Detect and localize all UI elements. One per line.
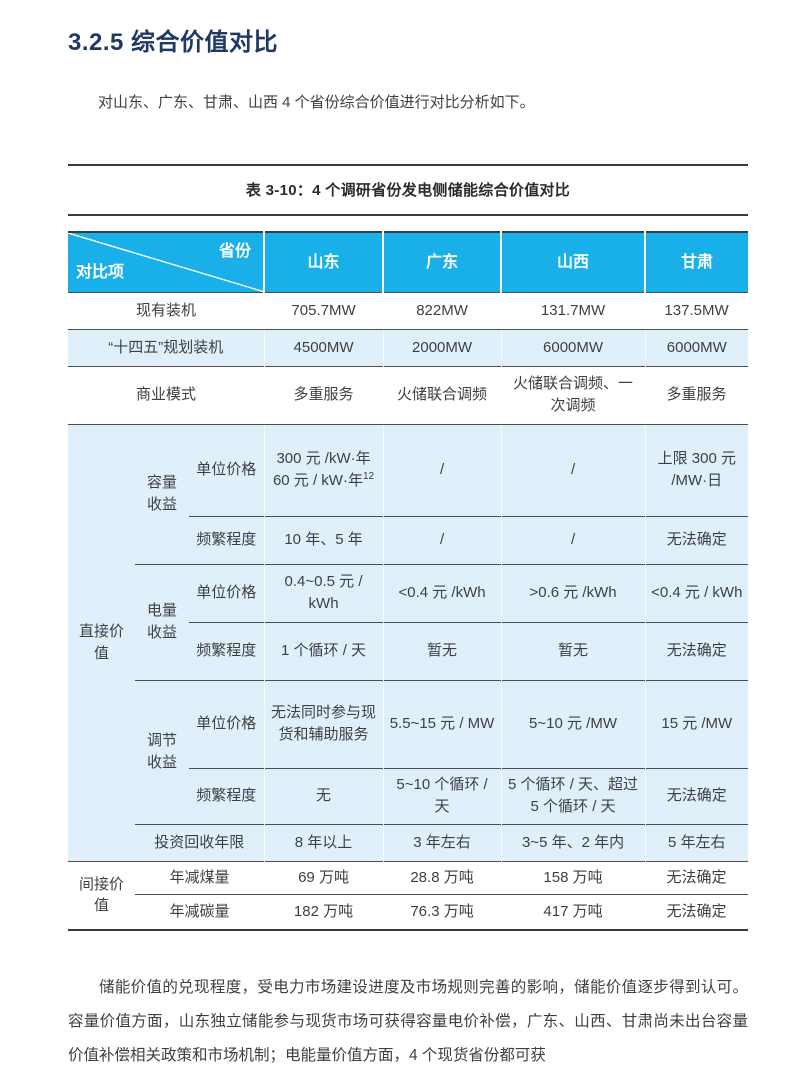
row-label-unit-price: 单位价格 [189,679,265,768]
diagonal-line [68,233,264,292]
cell-planned-shanxi: 6000MW [500,328,646,366]
cell-planned-guangdong: 2000MW [382,328,502,366]
cell-coal-guangdong: 28.8 万吨 [383,860,502,894]
corner-label-compare-item: 对比项 [76,264,125,282]
section-heading: 3.2.5 综合价值对比 [68,29,279,56]
cell-regulation-freq-guangdong: 5~10 个循环 / 天 [382,767,502,824]
table-caption: 表 3-10：4 个调研省份发电侧储能综合价值对比 [245,182,571,199]
cell-capacity-price-guangdong: / [382,423,502,516]
row-regulation-unit-price: 调节收益 单位价格 无法同时参与现货和辅助服务 5.5~15 元 / MW 5~… [68,679,749,824]
cell-regulation-freq-shanxi: 5 个循环 / 天、超过 5 个循环 / 天 [500,767,646,824]
group-label-direct-value: 直接价值 [68,423,135,861]
closing-paragraph: 储能价值的兑现程度，受电力市场建设进度及市场规则完善的影响，储能价值逐步得到认可… [68,979,748,1064]
cell-carbon-guangdong: 76.3 万吨 [383,893,502,930]
cell-carbon-shandong: 182 万吨 [264,893,384,930]
row-label-frequency: 频繁程度 [189,767,265,824]
row-energy-unit-price: 电量收益 单位价格 0.4~0.5 元 / kWh <0.4 元 /kWh >0… [68,563,749,680]
row-label-unit-price: 单位价格 [189,423,265,516]
cell-capacity-price-gansu: 上限 300 元 /MW·日 [644,423,749,516]
cell-planned-gansu: 6000MW [644,328,749,366]
row-capacity-unit-price: 直接价值 容量收益 单位价格 300 元 /kW·年 60 元 / kW·年12… [68,423,749,861]
cell-regulation-price-guangdong: 5.5~15 元 / MW [382,679,502,768]
capacity-price-line2: 60 元 / kW·年 [272,472,363,489]
table-caption-block: 表 3-10：4 个调研省份发电侧储能综合价值对比 [68,164,748,216]
cell-existing-shanxi: 131.7MW [501,291,646,329]
cell-regulation-freq-shandong: 无 [263,767,384,824]
col-header-shandong: 山东 [263,232,384,292]
cell-energy-freq-gansu: 无法确定 [644,621,749,680]
cell-capacity-price-shandong: 300 元 /kW·年 60 元 / kW·年12 [263,423,384,516]
group-label-indirect-value: 间接价值 [68,860,135,930]
cell-business-gansu: 多重服务 [645,365,749,424]
caption-rule-top [68,164,748,166]
cell-energy-freq-shandong: 1 个循环 / 天 [263,621,384,680]
row-payback-period: 投资回收年限 8 年以上 3 年左右 3~5 年、2 年内 5 年左右 [68,823,749,861]
cell-regulation-price-shandong: 无法同时参与现货和辅助服务 [263,679,384,768]
subgroup-label-energy-income: 电量收益 [135,563,189,680]
caption-rule-bottom [68,214,748,216]
cell-regulation-freq-gansu: 无法确定 [644,767,749,824]
corner-label-province: 省份 [219,243,252,260]
row-energy-frequency: 频繁程度 1 个循环 / 天 暂无 暂无 无法确定 [68,621,749,680]
row-label-coal-reduction: 年减煤量 [135,860,265,894]
capacity-price-line1: 300 元 /kW·年 [276,450,371,468]
row-existing-capacity: 现有装机 705.7MW 822MW 131.7MW 137.5MW [68,291,749,329]
row-capacity-frequency: 频繁程度 10 年、5 年 / / 无法确定 [68,515,749,564]
col-header-shanxi: 山西 [500,232,646,292]
cell-energy-freq-guangdong: 暂无 [382,621,502,680]
col-header-gansu: 甘肃 [644,232,749,292]
footnote-ref: 12 [362,471,375,482]
cell-planned-shandong: 4500MW [263,328,384,366]
cell-coal-shanxi: 158 万吨 [501,860,646,894]
row-label-frequency: 频繁程度 [189,621,265,680]
row-coal-reduction: 间接价值 年减煤量 69 万吨 28.8 万吨 158 万吨 无法确定 [68,860,749,930]
intro-paragraph: 对山东、广东、甘肃、山西 4 个省份综合价值进行对比分析如下。 [98,94,535,111]
cell-payback-guangdong: 3 年左右 [382,823,502,861]
cell-energy-price-shandong: 0.4~0.5 元 / kWh [263,563,384,622]
row-label-existing-capacity: 现有装机 [68,291,265,329]
row-label-carbon-reduction: 年减碳量 [135,893,265,930]
cell-existing-guangdong: 822MW [383,291,502,329]
cell-energy-price-guangdong: <0.4 元 /kWh [382,563,502,622]
cell-coal-gansu: 无法确定 [645,860,749,894]
cell-energy-price-gansu: <0.4 元 / kWh [644,563,749,622]
cell-business-shanxi: 火储联合调频、一次调频 [501,365,646,424]
comparison-table: 省份 对比项 山东 广东 山西 甘肃 现有装机 705.7MW 822MW 13… [68,231,749,931]
cell-capacity-price-shanxi: / [500,423,646,516]
row-label-planned-capacity: “十四五”规划装机 [68,328,265,366]
cell-energy-freq-shanxi: 暂无 [500,621,646,680]
cell-coal-shandong: 69 万吨 [264,860,384,894]
row-label-frequency: 频繁程度 [189,515,265,564]
cell-business-guangdong: 火储联合调频 [383,365,502,424]
cell-payback-shandong: 8 年以上 [263,823,384,861]
row-business-model: 商业模式 多重服务 火储联合调频 火储联合调频、一次调频 多重服务 [68,365,749,424]
cell-capacity-freq-shanxi: / [500,515,646,564]
col-header-guangdong: 广东 [382,232,502,292]
cell-payback-shanxi: 3~5 年、2 年内 [500,823,646,861]
cell-regulation-price-shanxi: 5~10 元 /MW [500,679,646,768]
cell-regulation-price-gansu: 15 元 /MW [644,679,749,768]
cell-existing-shandong: 705.7MW [264,291,384,329]
subgroup-label-regulation-income: 调节收益 [135,679,189,824]
row-label-business-model: 商业模式 [68,365,265,424]
cell-payback-gansu: 5 年左右 [644,823,749,861]
cell-capacity-freq-guangdong: / [382,515,502,564]
cell-capacity-freq-shandong: 10 年、5 年 [263,515,384,564]
subgroup-label-capacity-income: 容量收益 [135,423,189,564]
row-label-payback-period: 投资回收年限 [135,823,265,861]
row-regulation-frequency: 频繁程度 无 5~10 个循环 / 天 5 个循环 / 天、超过 5 个循环 /… [68,767,749,824]
cell-carbon-shanxi: 417 万吨 [501,893,646,930]
cell-carbon-gansu: 无法确定 [645,893,749,930]
cell-capacity-freq-gansu: 无法确定 [644,515,749,564]
diagonal-corner-cell: 省份 对比项 [68,232,265,292]
cell-existing-gansu: 137.5MW [645,291,749,329]
row-planned-capacity: “十四五”规划装机 4500MW 2000MW 6000MW 6000MW [68,328,749,366]
table-header-row: 省份 对比项 山东 广东 山西 甘肃 [68,232,749,292]
row-carbon-reduction: 年减碳量 182 万吨 76.3 万吨 417 万吨 无法确定 [68,893,749,930]
cell-business-shandong: 多重服务 [264,365,384,424]
cell-energy-price-shanxi: >0.6 元 /kWh [500,563,646,622]
row-label-unit-price: 单位价格 [189,563,265,622]
